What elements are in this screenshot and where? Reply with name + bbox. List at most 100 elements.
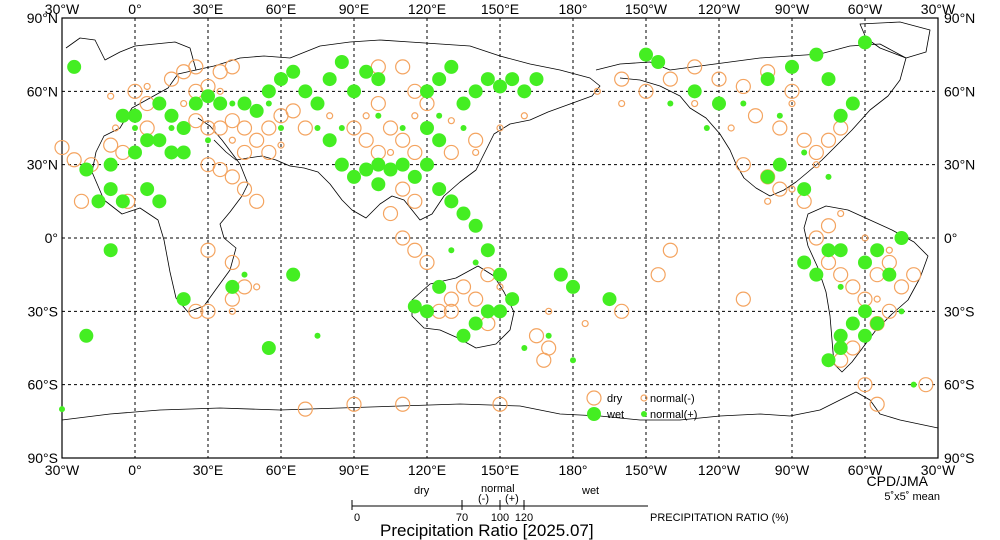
wet-station-marker (371, 72, 386, 87)
normal-minus-station-marker (216, 87, 224, 95)
wet-station-marker (809, 267, 824, 282)
dry-station-marker (200, 120, 216, 136)
normal-minus-station-marker (107, 92, 115, 100)
normal-plus-station-marker (460, 125, 467, 131)
wet-station-marker (432, 279, 447, 294)
dry-station-marker (54, 139, 70, 156)
dry-station-marker (261, 120, 277, 136)
wet-station-marker (651, 55, 666, 69)
dry-station-marker (443, 291, 459, 307)
wet-station-marker (67, 59, 82, 74)
right-lat-labels: 90°N 60°N 30°N 0° 30°S 60°S 90°S (944, 10, 975, 466)
wet-station-marker (858, 328, 872, 343)
dry-station-marker (188, 59, 204, 75)
dry-station-marker (103, 137, 119, 153)
dry-station-marker (382, 205, 399, 222)
wet-station-marker (468, 218, 483, 233)
normal-plus-station-marker (521, 345, 528, 351)
dry-station-marker (115, 144, 131, 161)
scale-dry-label: dry (414, 485, 430, 497)
wet-station-marker (334, 157, 349, 172)
bottom-label: 90°E (339, 462, 370, 478)
dry-station-marker (212, 120, 228, 136)
wet-station-marker (882, 267, 897, 282)
wet-station-marker (310, 96, 325, 111)
dry-station-marker (796, 132, 812, 148)
wet-station-marker (870, 243, 885, 258)
normal-minus-station-marker (837, 209, 845, 218)
scale-units: PRECIPITATION RATIO (%) (650, 512, 789, 524)
wet-station-marker (103, 157, 118, 172)
wet-station-marker (286, 267, 301, 282)
normal-minus-station-marker (861, 234, 869, 242)
wet-station-marker (152, 96, 167, 111)
scale-tick-label-100: 100 (491, 512, 509, 524)
dry-station-marker (236, 181, 253, 197)
wet-station-marker (566, 279, 580, 294)
normal-plus-station-marker (776, 112, 783, 119)
coast-europe-africa (65, 37, 249, 313)
wet-station-marker (480, 243, 495, 258)
left-label: 60°S (27, 377, 58, 393)
wet-station-marker (772, 157, 787, 172)
normal-plus-station-marker (436, 112, 443, 119)
wet-station-marker (505, 72, 520, 87)
bottom-label: 60°E (266, 462, 297, 478)
wet-station-marker (870, 316, 885, 331)
left-label: 90°N (27, 10, 58, 26)
wet-station-marker (420, 304, 434, 319)
top-label: 60°W (848, 1, 883, 17)
wet-station-marker (322, 133, 337, 148)
dry-station-marker (346, 120, 362, 136)
normal-plus-station-marker (545, 332, 552, 339)
wet-station-marker (298, 84, 313, 99)
top-label: 90°W (775, 1, 810, 17)
right-label: 90°N (944, 10, 975, 26)
dry-station-marker (370, 59, 386, 75)
normal-plus-station-marker (448, 247, 455, 254)
wet-station-marker (201, 89, 215, 104)
dry-station-marker (236, 120, 253, 136)
coast-north-america (595, 43, 907, 197)
wet-station-marker (785, 59, 799, 74)
normal-plus-station-marker (59, 406, 65, 413)
dry-station-marker (735, 157, 751, 173)
dry-station-marker (370, 144, 386, 161)
normal-minus-station-marker (447, 117, 455, 125)
map-title: Precipitation Ratio [2025.07] (380, 521, 594, 540)
dry-station-marker (395, 181, 411, 197)
dry-station-marker (382, 120, 399, 136)
dry-station-marker (455, 279, 472, 295)
wet-station-marker (152, 133, 167, 148)
dry-station-marker (796, 193, 812, 209)
dry-station-marker (139, 95, 155, 112)
wet-station-marker (639, 47, 653, 62)
normal-plus-station-marker (241, 271, 248, 278)
dry-station-marker (407, 144, 423, 161)
top-label: 120°W (698, 1, 741, 17)
normal-minus-station-marker (618, 99, 626, 108)
wet-station-marker (140, 182, 155, 197)
bottom-label: 90°W (775, 462, 810, 478)
dry-station-marker (163, 71, 180, 87)
dry-station-marker (224, 113, 240, 129)
left-label: 90°S (27, 450, 58, 466)
dry-station-marker (66, 152, 82, 168)
wet-station-marker (249, 103, 264, 118)
dry-station-marker (845, 340, 861, 356)
normal-minus-station-marker (386, 148, 395, 157)
normal-plus-station-marker (825, 173, 832, 180)
coast-asia (195, 39, 601, 221)
dry-station-marker (443, 303, 459, 319)
right-label: 30°S (944, 303, 975, 319)
station-markers (54, 35, 934, 417)
wet-station-marker (480, 304, 495, 319)
wet-station-marker (432, 133, 447, 148)
bottom-lon-labels: 30°W 0° 30°E 60°E 90°E 120°E 150°E 180° 150°W 120… (45, 462, 956, 478)
top-label: 120°E (408, 1, 446, 17)
normal-plus-station-marker (740, 100, 747, 107)
wet-station-marker (687, 84, 702, 99)
left-label: 30°N (27, 157, 58, 173)
dry-station-marker (881, 303, 897, 319)
scale-tick-label-0: 0 (354, 512, 360, 524)
